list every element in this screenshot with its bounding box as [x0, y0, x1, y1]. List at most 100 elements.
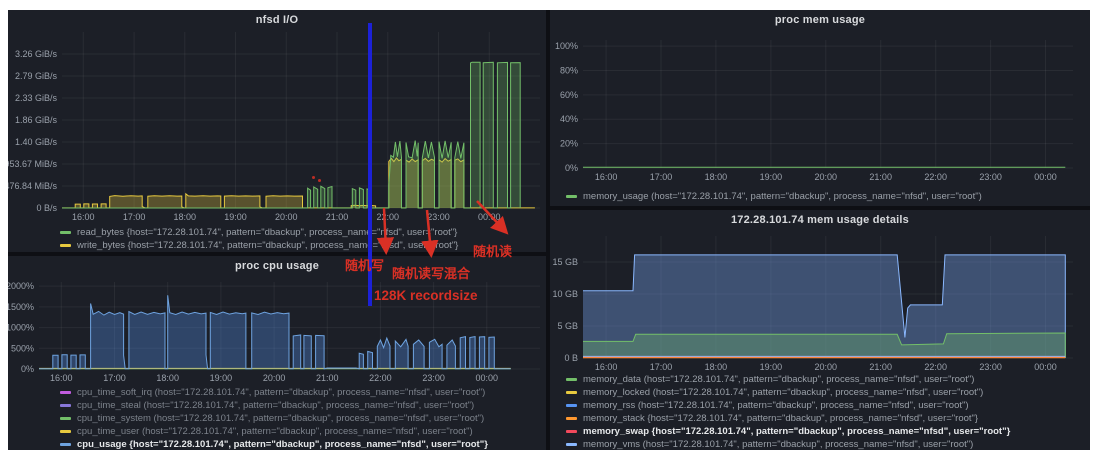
svg-text:20:00: 20:00	[815, 362, 838, 372]
svg-text:1.86 GiB/s: 1.86 GiB/s	[15, 115, 58, 125]
svg-text:00:00: 00:00	[1034, 362, 1057, 372]
svg-text:2.33 GiB/s: 2.33 GiB/s	[15, 93, 58, 103]
grafana-dashboard: nfsd I/O 0 B/s 476.84 MiB/s 953.67 MiB/s 1.…	[8, 10, 1090, 450]
svg-text:0%: 0%	[565, 163, 578, 173]
legend-item[interactable]: cpu_time_user (host="172.28.101.74", pat…	[60, 425, 488, 438]
red-dot-annotation	[312, 176, 315, 179]
svg-text:500%: 500%	[11, 343, 34, 353]
legend-label: read_bytes {host="172.28.101.74", patter…	[77, 227, 458, 238]
svg-text:17:00: 17:00	[650, 172, 673, 182]
legend-label: memory_locked (host="172.28.101.74", pat…	[583, 387, 984, 398]
svg-text:21:00: 21:00	[869, 172, 892, 182]
svg-text:0 B: 0 B	[564, 353, 578, 363]
legend-nfsd-io: read_bytes {host="172.28.101.74", patter…	[60, 226, 458, 252]
svg-text:00:00: 00:00	[1034, 172, 1057, 182]
legend-label: memory_rss (host="172.28.101.74", patter…	[583, 400, 969, 411]
svg-text:19:00: 19:00	[760, 172, 783, 182]
svg-text:22:00: 22:00	[924, 362, 947, 372]
legend-item[interactable]: cpu_time_system (host="172.28.101.74", p…	[60, 412, 488, 425]
legend-label: memory_vms (host="172.28.101.74", patter…	[583, 439, 974, 450]
legend-swatch	[60, 231, 71, 234]
svg-text:18:00: 18:00	[705, 362, 728, 372]
legend-label: memory_stack {host="172.28.101.74", patt…	[583, 413, 979, 424]
svg-text:21:00: 21:00	[326, 212, 349, 222]
svg-text:19:00: 19:00	[760, 362, 783, 372]
chart-canvas-mem-usage-details[interactable]: 0 B 5 GB 10 GB 15 GB 16:00 17:00 18:00 19:00 20:…	[550, 210, 1090, 450]
legend-item[interactable]: read_bytes {host="172.28.101.74", patter…	[60, 226, 458, 239]
panel-mem-usage-details: 172.28.101.74 mem usage details 0 B 5 GB 1…	[550, 210, 1090, 450]
legend-item[interactable]: memory_rss (host="172.28.101.74", patter…	[566, 399, 1010, 412]
chart-canvas-nfsd-io[interactable]: 0 B/s 476.84 MiB/s 953.67 MiB/s 1.40 GiB/s 1…	[8, 10, 546, 252]
legend-label: cpu_time_user (host="172.28.101.74", pat…	[77, 426, 473, 437]
svg-text:16:00: 16:00	[595, 362, 618, 372]
svg-text:22:00: 22:00	[924, 172, 947, 182]
svg-text:5 GB: 5 GB	[557, 321, 578, 331]
svg-text:20:00: 20:00	[263, 373, 286, 383]
svg-text:18:00: 18:00	[705, 172, 728, 182]
legend-item[interactable]: memory_data (host="172.28.101.74", patte…	[566, 373, 1010, 386]
svg-text:00:00: 00:00	[478, 212, 501, 222]
svg-text:19:00: 19:00	[224, 212, 247, 222]
svg-text:22:00: 22:00	[369, 373, 392, 383]
svg-text:1.40 GiB/s: 1.40 GiB/s	[15, 137, 58, 147]
svg-text:953.67 MiB/s: 953.67 MiB/s	[8, 159, 57, 169]
legend-label: memory_data (host="172.28.101.74", patte…	[583, 374, 975, 385]
svg-text:20%: 20%	[560, 139, 578, 149]
legend-swatch	[60, 391, 71, 394]
chart-canvas-proc-mem-usage[interactable]: 0% 20% 40% 60% 80% 100% 16:00 17:00 18:00 19:00 20…	[550, 10, 1090, 206]
svg-text:80%: 80%	[560, 66, 578, 76]
legend-swatch	[566, 443, 577, 446]
panel-title-nfsd-io[interactable]: nfsd I/O	[255, 14, 299, 26]
svg-text:23:00: 23:00	[427, 212, 450, 222]
panel-title-proc-mem-usage[interactable]: proc mem usage	[774, 14, 866, 26]
legend-item[interactable]: memory_stack {host="172.28.101.74", patt…	[566, 412, 1010, 425]
panel-proc-cpu-usage: proc cpu usage 0% 500% 1000% 1500% 2000% 16:0…	[8, 256, 546, 450]
svg-text:00:00: 00:00	[476, 373, 499, 383]
svg-text:2000%: 2000%	[8, 281, 34, 291]
svg-text:20:00: 20:00	[275, 212, 298, 222]
panel-title-mem-usage-details[interactable]: 172.28.101.74 mem usage details	[730, 214, 910, 226]
legend-label: memory_swap {host="172.28.101.74", patte…	[583, 426, 1011, 437]
svg-text:22:00: 22:00	[377, 212, 400, 222]
legend-swatch	[566, 378, 577, 381]
svg-text:18:00: 18:00	[156, 373, 179, 383]
panel-title-proc-cpu-usage[interactable]: proc cpu usage	[234, 260, 320, 272]
svg-text:16:00: 16:00	[595, 172, 618, 182]
svg-text:1500%: 1500%	[8, 302, 34, 312]
svg-text:16:00: 16:00	[72, 212, 95, 222]
legend-item[interactable]: memory_vms (host="172.28.101.74", patter…	[566, 438, 1010, 450]
svg-text:476.84 MiB/s: 476.84 MiB/s	[8, 181, 57, 191]
svg-text:20:00: 20:00	[815, 172, 838, 182]
svg-text:40%: 40%	[560, 114, 578, 124]
svg-text:100%: 100%	[555, 41, 578, 51]
legend-label: cpu_time_soft_irq (host="172.28.101.74",…	[77, 387, 486, 398]
legend-swatch	[566, 417, 577, 420]
legend-item[interactable]: write_bytes {host="172.28.101.74", patte…	[60, 239, 458, 252]
legend-swatch	[566, 195, 577, 198]
legend-swatch	[60, 443, 71, 446]
svg-text:17:00: 17:00	[103, 373, 126, 383]
legend-item[interactable]: memory_swap {host="172.28.101.74", patte…	[566, 425, 1010, 438]
panel-proc-mem-usage: proc mem usage 0% 20% 40% 60% 80% 100% 16:00 17…	[550, 10, 1090, 206]
svg-text:23:00: 23:00	[979, 172, 1002, 182]
legend-swatch	[566, 391, 577, 394]
svg-text:0%: 0%	[21, 364, 34, 374]
legend-item[interactable]: cpu_time_steal (host="172.28.101.74", pa…	[60, 399, 488, 412]
svg-text:23:00: 23:00	[979, 362, 1002, 372]
chart-canvas-proc-cpu-usage[interactable]: 0% 500% 1000% 1500% 2000% 16:00 17:00 18:00 19:0…	[8, 256, 546, 450]
legend-label: cpu_time_steal (host="172.28.101.74", pa…	[77, 400, 475, 411]
svg-text:19:00: 19:00	[210, 373, 233, 383]
legend-item[interactable]: cpu_usage {host="172.28.101.74", pattern…	[60, 438, 488, 450]
time-marker-line	[368, 23, 372, 306]
legend-swatch	[60, 244, 71, 247]
legend-swatch	[60, 430, 71, 433]
svg-text:21:00: 21:00	[316, 373, 339, 383]
svg-text:1000%: 1000%	[8, 323, 34, 333]
svg-text:3.26 GiB/s: 3.26 GiB/s	[15, 49, 58, 59]
legend-item[interactable]: memory_usage (host="172.28.101.74", patt…	[566, 190, 982, 203]
legend-item[interactable]: memory_locked (host="172.28.101.74", pat…	[566, 386, 1010, 399]
legend-item[interactable]: cpu_time_soft_irq (host="172.28.101.74",…	[60, 386, 488, 399]
svg-text:17:00: 17:00	[650, 362, 673, 372]
svg-text:16:00: 16:00	[50, 373, 73, 383]
red-dot-annotation	[318, 179, 321, 182]
